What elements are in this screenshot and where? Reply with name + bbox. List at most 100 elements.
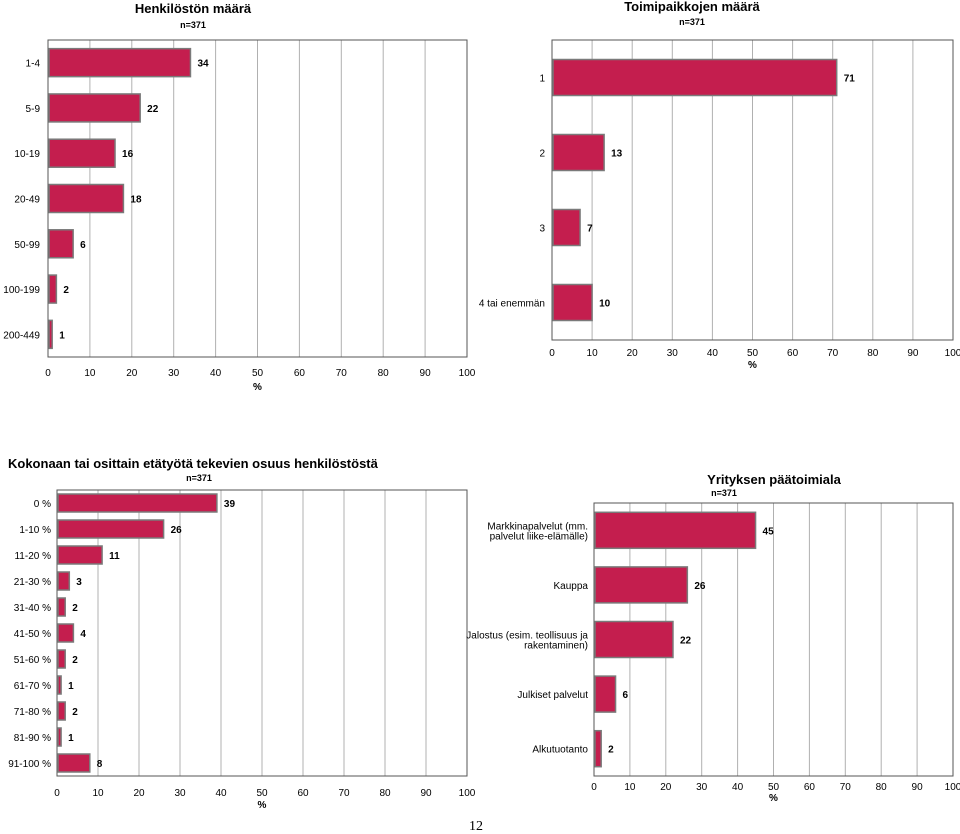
x-tick-label: 100: [945, 348, 960, 359]
bar: [594, 675, 617, 713]
x-tick-label: 90: [420, 788, 432, 799]
category-label: 1: [539, 74, 545, 85]
chart-subtitle: n=371: [186, 473, 212, 483]
bar-value-label: 8: [97, 759, 103, 770]
chart-title: Henkilöstön määrä: [135, 1, 252, 16]
bar: [57, 675, 62, 695]
x-tick-label: 10: [587, 348, 599, 359]
category-label: 100-199: [3, 285, 40, 296]
category-label: 61-70 %: [14, 681, 51, 692]
chart-subtitle: n=371: [679, 17, 705, 27]
chart-title: Yrityksen päätoimiala: [707, 472, 841, 487]
bar-value-label: 1: [68, 733, 74, 744]
bar-value-label: 26: [694, 581, 706, 592]
bar: [48, 274, 58, 304]
x-tick-label: 30: [168, 368, 180, 379]
x-tick-label: 50: [256, 788, 268, 799]
bar-value-label: 1: [68, 681, 74, 692]
chart-subtitle: n=371: [711, 488, 737, 498]
x-tick-label: 40: [732, 782, 744, 793]
bar-value-label: 22: [147, 104, 159, 115]
bar: [57, 597, 66, 617]
bar-value-label: 13: [611, 149, 623, 160]
bar-value-label: 2: [608, 745, 614, 756]
x-axis-label: %: [258, 800, 267, 811]
category-label: 41-50 %: [14, 629, 51, 640]
x-tick-label: 70: [840, 782, 852, 793]
x-tick-label: 40: [215, 788, 227, 799]
chart-title: Kokonaan tai osittain etätyötä tekevien …: [8, 456, 379, 471]
bar: [57, 753, 91, 773]
x-tick-label: 80: [379, 788, 391, 799]
bar: [552, 58, 838, 97]
bar: [594, 729, 602, 768]
chart-toimipaikkojen-maara: Toimipaikkojen määrä n=371 0 10 20 30 40 50 60 70…: [479, 0, 960, 371]
bar: [552, 283, 593, 322]
x-tick-label: 10: [624, 782, 636, 793]
category-label: 2: [539, 149, 545, 160]
x-tick-label: 20: [126, 368, 138, 379]
category-label: 4 tai enemmän: [479, 299, 545, 310]
bar: [48, 319, 53, 350]
x-tick-label: 90: [420, 368, 432, 379]
x-tick-label: 10: [84, 368, 96, 379]
x-tick-label: 10: [92, 788, 104, 799]
bar-value-label: 2: [63, 285, 69, 296]
bar: [48, 47, 192, 78]
bar: [594, 511, 757, 550]
x-tick-label: 20: [627, 348, 639, 359]
category-label: 21-30 %: [14, 577, 51, 588]
x-tick-label: 0: [591, 782, 597, 793]
x-tick-label: 30: [174, 788, 186, 799]
x-tick-label: 100: [459, 368, 476, 379]
bar: [48, 183, 125, 214]
bar-value-label: 11: [109, 551, 120, 562]
bar: [594, 566, 689, 604]
bar-value-label: 6: [80, 240, 86, 251]
bar-value-label: 39: [224, 499, 236, 510]
bar: [57, 623, 75, 643]
bar: [57, 571, 71, 591]
x-tick-label: 50: [747, 348, 759, 359]
bar: [552, 133, 605, 172]
x-tick-label: 40: [210, 368, 222, 379]
bar: [48, 93, 141, 123]
x-tick-label: 80: [876, 782, 888, 793]
chart-henkiloston-maara: Henkilöstön määrä n=371 0 10 20 30 40 50 60 70 80 9…: [3, 1, 475, 393]
x-tick-label: 30: [696, 782, 708, 793]
bar: [57, 545, 103, 565]
bar-value-label: 2: [72, 707, 78, 718]
bar-value-label: 22: [680, 636, 692, 647]
plot-frame: [56, 489, 468, 777]
x-tick-label: 70: [338, 788, 350, 799]
x-tick-label: 0: [54, 788, 60, 799]
category-label: Kauppa: [554, 581, 589, 592]
category-label: 50-99: [14, 240, 40, 251]
x-tick-label: 60: [297, 788, 309, 799]
category-label: 51-60 %: [14, 655, 51, 666]
bar-value-label: 2: [72, 603, 78, 614]
category-label: 10-19: [14, 149, 40, 160]
category-label: 11-20 %: [14, 551, 51, 562]
bar-value-label: 2: [72, 655, 78, 666]
x-tick-label: 0: [45, 368, 51, 379]
x-tick-label: 60: [787, 348, 799, 359]
x-tick-label: 80: [378, 368, 390, 379]
x-tick-label: 20: [133, 788, 145, 799]
chart-etatyo-osuus: Kokonaan tai osittain etätyötä tekevien …: [8, 456, 476, 811]
bar: [57, 727, 62, 747]
x-axis-label: %: [748, 360, 757, 371]
x-tick-label: 0: [549, 348, 555, 359]
x-tick-label: 70: [336, 368, 348, 379]
x-tick-label: 40: [707, 348, 719, 359]
plot-frame: [593, 502, 954, 777]
x-tick-label: 70: [827, 348, 839, 359]
category-label: 20-49: [14, 195, 40, 206]
bar: [57, 493, 218, 513]
category-label: 91-100 %: [8, 759, 51, 770]
x-tick-label: 80: [867, 348, 879, 359]
category-label: 71-80 %: [14, 707, 51, 718]
bar-value-label: 18: [130, 195, 142, 206]
